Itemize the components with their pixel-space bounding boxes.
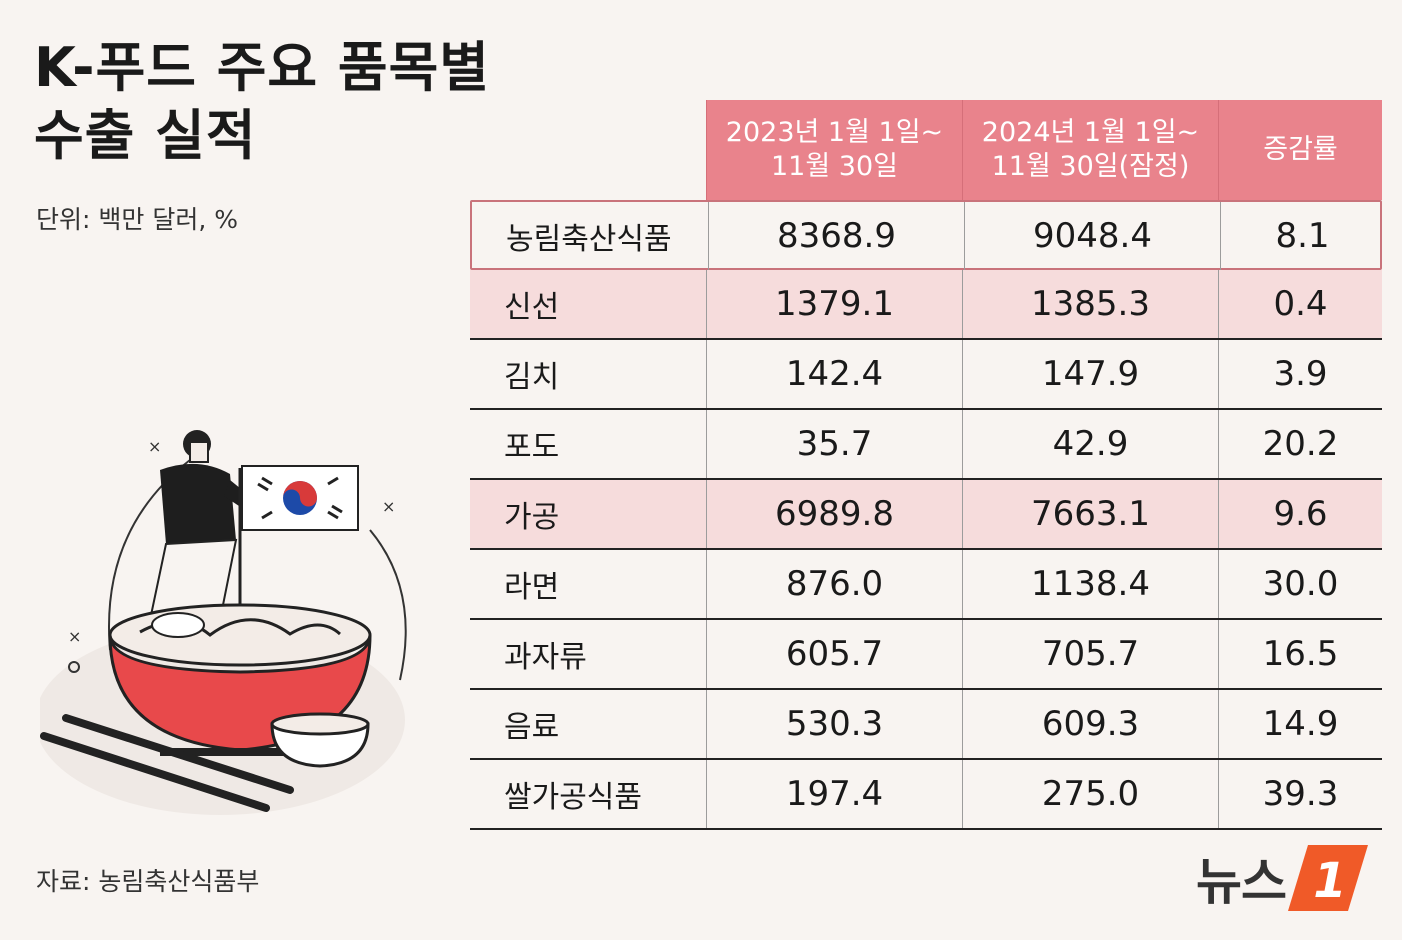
export-table: 2023년 1월 1일~ 11월 30일 2024년 1월 1일~ 11월 30… bbox=[470, 100, 1382, 830]
taegeuk-red bbox=[283, 481, 317, 507]
value-2023: 142.4 bbox=[706, 340, 962, 408]
value-2024: 1138.4 bbox=[962, 550, 1218, 618]
value-2024: 705.7 bbox=[962, 620, 1218, 688]
news1-logo: 뉴스 1 bbox=[1196, 842, 1370, 914]
row-label: 음료 bbox=[504, 710, 560, 745]
value-change-rate: 0.4 bbox=[1218, 270, 1382, 338]
noodle-bowl-illustration: × × × bbox=[40, 430, 407, 815]
logo-mark-digit: 1 bbox=[1313, 853, 1346, 909]
sparkle-icon: × bbox=[148, 437, 161, 456]
table-row: 농림축산식품 8368.9 9048.4 8.1 bbox=[470, 200, 1382, 270]
side-dish-icon bbox=[270, 722, 370, 768]
value-2023: 530.3 bbox=[706, 690, 962, 758]
value-change-rate: 20.2 bbox=[1218, 410, 1382, 478]
table-body: 농림축산식품 8368.9 9048.4 8.1 신선 1379.1 1385.3 0.4 김치… bbox=[470, 200, 1382, 830]
value-2023: 6989.8 bbox=[706, 480, 962, 548]
side-dish-rim bbox=[270, 712, 370, 736]
table-row: 쌀가공식품 197.4 275.0 39.3 bbox=[470, 760, 1382, 830]
noodle-surface bbox=[108, 603, 372, 667]
row-label: 신선 bbox=[504, 290, 560, 325]
value-2023: 876.0 bbox=[706, 550, 962, 618]
header-2024: 2024년 1월 1일~ 11월 30일(잠정) bbox=[962, 100, 1218, 200]
sparkle-icon: × bbox=[382, 497, 395, 516]
row-label: 라면 bbox=[504, 570, 560, 605]
value-2024: 609.3 bbox=[962, 690, 1218, 758]
value-2023: 197.4 bbox=[706, 760, 962, 828]
sparkle-dot-icon bbox=[68, 661, 80, 673]
unit-note: 단위: 백만 달러, % bbox=[36, 205, 238, 234]
title-line-2: 수출 실적 bbox=[34, 104, 257, 167]
swirl-line-right bbox=[369, 529, 407, 681]
value-change-rate: 9.6 bbox=[1218, 480, 1382, 548]
value-change-rate: 3.9 bbox=[1218, 340, 1382, 408]
chopstick-icon bbox=[62, 714, 294, 794]
row-label: 김치 bbox=[504, 360, 560, 395]
table-row: 가공 6989.8 7663.1 9.6 bbox=[470, 480, 1382, 550]
row-label: 쌀가공식품 bbox=[504, 780, 642, 815]
value-2024: 9048.4 bbox=[964, 202, 1220, 270]
value-2024: 147.9 bbox=[962, 340, 1218, 408]
value-2024: 42.9 bbox=[962, 410, 1218, 478]
header-change: 증감률 bbox=[1218, 100, 1382, 200]
news1-logo-mark-icon: 1 bbox=[1288, 845, 1368, 911]
title-line-1: K-푸드 주요 품목별 bbox=[34, 36, 490, 99]
source-note: 자료: 농림축산식품부 bbox=[36, 867, 260, 896]
page-title: K-푸드 주요 품목별 수출 실적 bbox=[34, 34, 490, 170]
flag-trigrams bbox=[257, 476, 343, 520]
row-label: 포도 bbox=[504, 430, 560, 465]
value-2023: 1379.1 bbox=[706, 270, 962, 338]
value-2024: 7663.1 bbox=[962, 480, 1218, 548]
table-row: 신선 1379.1 1385.3 0.4 bbox=[470, 270, 1382, 340]
value-change-rate: 14.9 bbox=[1218, 690, 1382, 758]
value-change-rate: 16.5 bbox=[1218, 620, 1382, 688]
table-row: 라면 876.0 1138.4 30.0 bbox=[470, 550, 1382, 620]
value-2024: 275.0 bbox=[962, 760, 1218, 828]
logo-text: 뉴스 bbox=[1196, 853, 1287, 911]
value-change-rate: 30.0 bbox=[1218, 550, 1382, 618]
table-row: 김치 142.4 147.9 3.9 bbox=[470, 340, 1382, 410]
value-change-rate: 8.1 bbox=[1220, 202, 1384, 270]
value-2024: 1385.3 bbox=[962, 270, 1218, 338]
table-row: 포도 35.7 42.9 20.2 bbox=[470, 410, 1382, 480]
table-row: 음료 530.3 609.3 14.9 bbox=[470, 690, 1382, 760]
value-2023: 8368.9 bbox=[708, 202, 964, 270]
value-2023: 605.7 bbox=[706, 620, 962, 688]
person-torso bbox=[160, 463, 236, 544]
row-label: 가공 bbox=[504, 500, 560, 535]
row-label: 과자류 bbox=[504, 640, 587, 675]
table-row: 과자류 605.7 705.7 16.5 bbox=[470, 620, 1382, 690]
egg-icon bbox=[151, 612, 205, 638]
person-face bbox=[189, 441, 209, 463]
table-header: 2023년 1월 1일~ 11월 30일 2024년 1월 1일~ 11월 30… bbox=[470, 100, 1382, 200]
value-2023: 35.7 bbox=[706, 410, 962, 478]
sparkle-icon: × bbox=[68, 627, 81, 646]
bowl-base bbox=[160, 748, 320, 756]
chopstick-icon bbox=[40, 732, 270, 812]
row-label: 농림축산식품 bbox=[506, 222, 672, 257]
header-2023: 2023년 1월 1일~ 11월 30일 bbox=[706, 100, 962, 200]
value-change-rate: 39.3 bbox=[1218, 760, 1382, 828]
